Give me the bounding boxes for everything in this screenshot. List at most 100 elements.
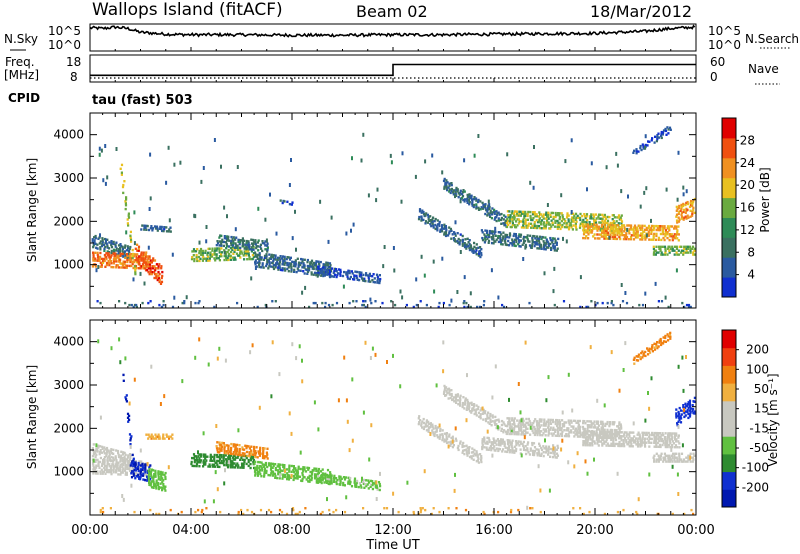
data-cell [224,468,226,473]
data-cell [137,475,140,478]
data-cell [589,438,592,441]
data-cell [596,229,599,232]
data-cell [514,244,517,248]
data-cell [648,140,651,143]
data-cell [600,432,603,435]
data-cell [119,360,122,365]
data-cell [508,423,511,426]
data-cell [243,250,246,253]
data-cell [631,445,634,448]
data-cell [271,466,274,469]
data-cell [623,433,626,436]
data-cell [106,254,109,257]
data-cell [103,257,106,261]
data-cell [562,300,566,303]
data-cell [103,456,106,459]
data-cell [209,459,212,462]
data-cell [643,228,646,231]
data-cell [500,429,503,432]
data-cell [582,430,585,433]
data-cell [333,478,336,481]
data-cell [637,353,640,356]
data-cell [221,251,224,254]
data-cell [223,250,226,255]
data-cell [591,436,594,439]
data-cell [257,206,260,211]
data-cell [487,448,490,451]
data-cell [146,224,149,228]
data-cell [585,215,588,218]
data-cell [163,437,166,440]
data-cell [664,295,667,300]
data-cell [641,435,644,438]
data-cell [676,229,679,232]
data-cell [238,242,241,246]
data-cell [148,483,151,486]
data-cell [224,458,228,461]
data-cell [540,213,543,216]
data-cell [464,397,467,400]
data-cell [92,468,95,471]
data-cell [277,266,280,269]
data-cell [216,356,219,361]
data-cell [139,468,143,471]
data-cell [689,305,692,309]
data-cell [101,241,104,244]
data-cell [214,247,217,250]
data-cell [666,436,669,439]
data-cell [501,440,504,443]
data-cell [274,258,277,261]
data-cell [570,431,573,434]
data-cell [584,215,587,218]
data-cell [522,222,525,225]
data-cell [115,249,118,252]
data-cell [536,431,539,435]
data-cell [92,245,95,249]
data-cell [485,448,488,451]
data-cell [547,211,550,214]
data-cell [92,243,95,247]
data-cell [561,423,564,426]
data-cell [607,223,610,227]
data-cell [630,234,633,237]
data-cell [449,444,452,447]
data-cell [121,249,124,252]
data-cell [258,470,261,474]
data-cell [611,227,614,231]
data-cell [483,241,486,244]
data-cell [611,235,614,239]
data-cell [593,457,595,462]
data-cell [601,444,604,447]
data-cell [198,453,201,456]
data-cell [256,466,259,470]
data-cell [323,268,326,271]
data-cell [147,265,150,268]
data-cell [675,245,678,248]
data-cell [518,212,521,215]
data-cell [483,412,486,415]
data-cell [511,447,514,450]
data-cell [678,406,681,410]
data-cell [164,485,167,488]
data-cell [229,458,232,461]
data-cell [497,219,500,222]
data-cell [642,352,645,355]
data-cell [500,423,503,427]
data-cell [532,421,535,425]
data-cell [263,254,267,258]
data-cell [120,244,123,248]
data-cell [673,434,677,437]
data-cell [471,250,474,253]
data-cell [226,256,229,260]
data-cell [625,236,629,239]
data-cell [156,229,159,232]
data-cell [124,396,127,399]
data-cell [369,274,372,278]
data-cell [601,442,604,445]
data-cell [685,245,688,248]
data-cell [107,260,110,263]
data-cell [591,430,594,433]
data-cell [227,248,230,252]
data-cell [456,399,460,402]
data-cell [526,421,529,425]
